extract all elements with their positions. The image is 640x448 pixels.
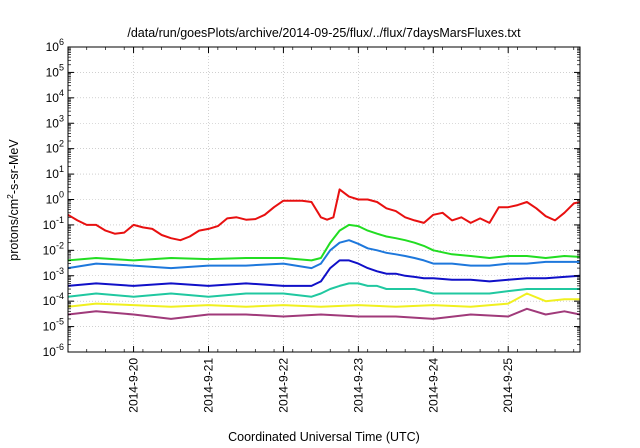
series-line-6: [67, 292, 580, 308]
y-tick-label: 10-4: [43, 291, 64, 308]
x-tick-label: 2014-9-23: [351, 358, 365, 413]
x-tick-label: 2014-9-25: [501, 358, 515, 413]
series-line-3: [67, 239, 580, 270]
series-line-7: [67, 307, 581, 320]
series-layer: [67, 188, 581, 320]
x-tick-label: 2014-9-20: [127, 358, 141, 413]
series-line-1: [67, 188, 581, 242]
y-tick-label: 106: [46, 37, 64, 54]
y-tick-label: 10-2: [43, 240, 64, 257]
series-line-4: [67, 259, 581, 287]
series-line-5: [67, 282, 580, 298]
chart-title: /data/run/goesPlots/archive/2014-09-25/f…: [127, 26, 521, 40]
y-axis-label: protons/cm2-s-sr-MeV: [5, 139, 21, 261]
y-tick-label: 105: [46, 62, 64, 79]
y-tick-label: 10-5: [43, 317, 64, 334]
y-tick-label: 10-3: [43, 266, 64, 283]
y-tick-label: 102: [46, 139, 64, 156]
x-tick-label: 2014-9-21: [201, 358, 215, 413]
y-tick-label: 100: [46, 190, 64, 207]
y-tick-label: 10-1: [43, 215, 64, 232]
y-ticks: 10-6 10-5 10-4 10-3 10-2 10-1 100 101 102 103 104 1…: [43, 37, 580, 359]
x-axis-label: Coordinated Universal Time (UTC): [228, 430, 420, 444]
y-tick-label: 101: [46, 164, 64, 181]
x-tick-label: 2014-9-24: [426, 358, 440, 413]
series-line-2: [67, 223, 581, 262]
x-tick-label: 2014-9-22: [276, 358, 290, 413]
y-tick-label: 103: [46, 113, 64, 130]
y-tick-label: 104: [46, 88, 64, 105]
x-ticks: 2014-9-20 2014-9-21 2014-9-22 2014-9-23 2014…: [67, 47, 575, 413]
y-tick-label: 10-6: [43, 342, 64, 359]
